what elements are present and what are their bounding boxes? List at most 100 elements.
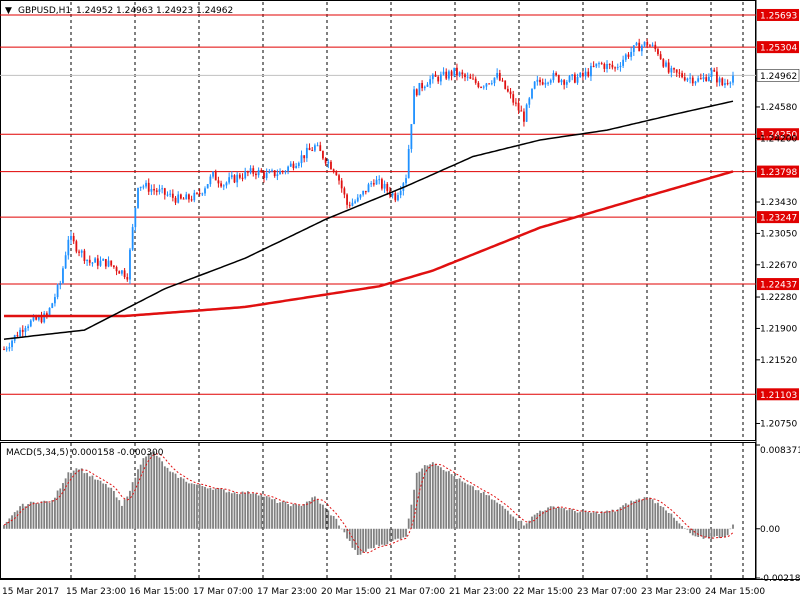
candle-body [214,171,217,181]
macd-histogram-bar [480,493,482,529]
macd-histogram-bar [324,507,327,529]
candle-body [394,193,397,201]
candle-body [638,42,641,52]
macd-histogram-bar [91,475,94,529]
macd-histogram-bar [83,473,86,529]
candle-body [557,75,560,83]
candle-body [142,186,145,188]
macd-histogram-bar [571,509,574,529]
candle-body [531,88,533,99]
candle-body [24,328,27,332]
high-value: 1.24963 [116,6,153,16]
candle-body [391,193,394,196]
candle-body [716,71,718,83]
candle-body [139,186,142,188]
macd-histogram-bar [204,486,206,529]
macd-histogram-bar [418,471,421,529]
macd-histogram-bar [246,491,249,529]
macd-histogram-bar [531,516,533,529]
candle-body [627,54,630,57]
macd-histogram-bar [718,528,721,538]
candle-body [78,251,80,253]
macd-histogram-bar [646,498,649,529]
candle-body [466,76,469,78]
candle-body [418,83,421,96]
macd-histogram-bar [80,468,83,529]
candle-body [729,82,732,84]
time-axis-labels: 15 Mar 2017 15 Mar 23:00 16 Mar 15:00 17 Ma… [2,587,765,597]
macd-histogram-bar [99,480,102,529]
candle-body [630,51,633,57]
macd-histogram-bar [732,524,734,529]
candle-body [94,258,97,263]
candle-body [54,297,56,304]
candle-body [104,259,107,267]
candle-body [442,71,445,75]
macd-histogram-bar [665,510,667,529]
macd-histogram-bar [11,515,13,529]
macd-histogram-bar [557,507,560,529]
candle-body [233,175,236,183]
macd-histogram-bar [453,476,456,529]
candle-body [713,69,716,72]
candle-body [64,255,67,269]
candle-body [415,89,418,96]
macd-histogram-bar [179,477,182,529]
time-axis-label: 20 Mar 15:00 [321,587,381,597]
macd-histogram-bar [171,472,174,529]
candle-body [469,76,472,79]
macd-histogram-bar [112,490,115,529]
header-arrow[interactable]: ▼ [5,6,12,16]
candle-body [667,62,670,73]
horizontal-levels: 1.25693 1.25304 1.24250 1.23798 1.23247 1.224… [0,8,800,401]
macd-histogram-bar [209,487,212,529]
main-panel-frame [0,0,756,441]
candle-body [257,170,260,176]
macd-histogram-bar [399,528,402,540]
macd-histogram-bar [378,528,381,547]
macd-histogram-bar [59,488,62,529]
macd-histogram-bar [297,505,300,529]
macd-histogram-bar [220,488,222,529]
candle-body [206,184,209,189]
macd-histogram-bar [123,499,126,529]
macd-histogram-bar [222,489,225,529]
candle-body [576,76,579,83]
candle-body [322,151,324,159]
macd-histogram-bar [383,528,386,546]
macd-histogram-bar [364,528,367,552]
macd-histogram-bar [608,511,611,529]
candle-body [536,79,539,82]
candles [3,38,734,352]
candle-body [313,145,316,151]
candle-body [346,194,348,205]
candle-body [632,45,635,52]
macd-histogram-bar [421,468,424,529]
candle-body [359,194,362,198]
macd-histogram-bar [643,497,646,529]
candle-body [209,176,212,185]
macd-histogram-bar [217,488,220,529]
macd-histogram-bar [603,512,606,529]
time-axis-label: 15 Mar 23:00 [66,587,126,597]
macd-histogram-bar [43,500,46,529]
macd-histogram-bar [228,491,231,529]
candle-body [354,201,356,203]
level-price-tag [757,278,799,291]
macd-histogram-bar [504,508,507,529]
macd-histogram-bar [450,474,453,529]
candle-body [182,198,185,200]
candle-body [45,313,48,316]
macd-histogram-bar [284,501,287,529]
macd-histogram-bar [710,528,713,540]
price-tick-label: 1.22280 [760,293,797,303]
candle-body [624,54,627,60]
macd-histogram-bar [464,482,466,529]
candle-body [370,183,373,185]
candle-body [678,72,681,74]
macd-histogram-bar [466,484,469,529]
candle-body [573,74,576,83]
candle-body [193,192,196,201]
current-price-tag [756,69,800,82]
